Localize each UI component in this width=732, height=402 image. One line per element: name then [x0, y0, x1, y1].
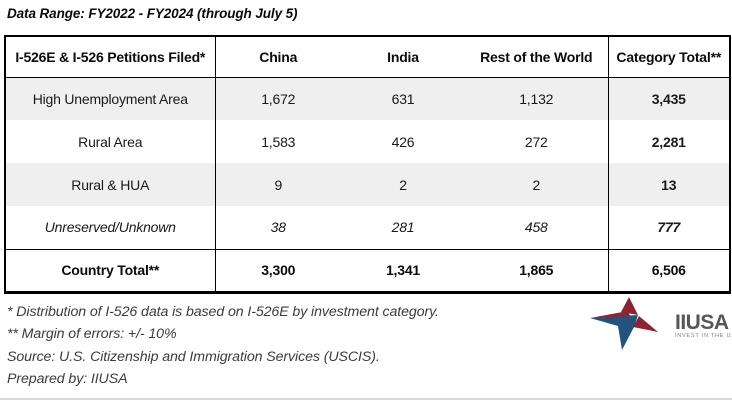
cell-rest-of-world: 2	[465, 163, 608, 206]
cell-rest-of-world: 458	[524, 219, 548, 236]
data-range-title: Data Range: FY2022 - FY2024 (through Jul…	[7, 6, 298, 21]
petitions-table: I-526E & I-526 Petitions Filed* China In…	[4, 35, 731, 294]
cell-china: 1,672	[215, 77, 341, 120]
iiusa-logo-text: IIUSA INVEST IN THE USA	[675, 311, 732, 339]
table-row-rural-and-hua: Rural & HUA 9 2 2 13	[5, 163, 730, 206]
cell-china: 38	[270, 219, 286, 236]
footnote-source: Source: U.S. Citizenship and Immigration…	[7, 348, 380, 365]
column-header-rest-of-world: Rest of the World	[465, 36, 608, 78]
column-header-category-total: Category Total**	[607, 36, 730, 78]
table-row-rural-area: Rural Area 1,583 426 272 2,281	[5, 120, 730, 163]
iiusa-star-icon	[590, 297, 658, 350]
row-label: Rural Area	[5, 120, 216, 163]
footnotes: * Distribution of I-526 data is based on…	[7, 301, 439, 391]
footnote-distribution: * Distribution of I-526 data is based on…	[7, 304, 439, 320]
cell-category-total: 777	[607, 206, 730, 249]
cell-india: 281	[391, 219, 415, 236]
cell-china: 1,583	[261, 133, 296, 150]
table-corner-label: I-526E & I-526 Petitions Filed*	[5, 36, 216, 78]
cell-rest-of-world: 1,132	[465, 77, 608, 120]
row-label: Country Total**	[5, 248, 216, 292]
footnote-margin-of-error: ** Margin of errors: +/- 10%	[7, 326, 177, 343]
row-label: Unreserved/Unknown	[5, 206, 216, 249]
iiusa-wordmark: IIUSA	[675, 311, 729, 334]
column-header-india: India	[341, 36, 465, 78]
row-label: Rural & HUA	[5, 163, 216, 206]
cell-category-total: 13	[607, 163, 730, 206]
cell-category-total: 2,281	[607, 120, 730, 163]
cell-india: 631	[341, 77, 465, 120]
table-row-country-total: Country Total** 3,300 1,341 1,865 6,506	[5, 248, 730, 292]
iiusa-tagline: INVEST IN THE USA	[675, 333, 732, 339]
cell-category-total: 6,506	[607, 248, 730, 292]
cell-china: 9	[215, 163, 341, 206]
footnote-prepared-by: Prepared by: IIUSA	[7, 371, 128, 388]
cell-category-total: 3,435	[607, 77, 730, 120]
iiusa-logo: IIUSA INVEST IN THE USA	[588, 296, 732, 360]
cell-rest-of-world: 272	[524, 133, 548, 150]
page-bottom-divider	[0, 398, 732, 400]
cell-china: 3,300	[215, 248, 341, 292]
cell-india: 426	[391, 133, 415, 150]
table-row-unreserved-unknown: Unreserved/Unknown 38 281 458 777	[5, 206, 730, 249]
cell-rest-of-world: 1,865	[465, 248, 608, 292]
table-header-row: I-526E & I-526 Petitions Filed* China In…	[5, 36, 730, 78]
cell-india: 2	[341, 163, 465, 206]
row-label: High Unemployment Area	[5, 77, 216, 120]
column-header-china: China	[215, 36, 341, 78]
table-row-high-unemployment-area: High Unemployment Area 1,672 631 1,132 3…	[5, 77, 730, 120]
cell-india: 1,341	[341, 248, 465, 292]
